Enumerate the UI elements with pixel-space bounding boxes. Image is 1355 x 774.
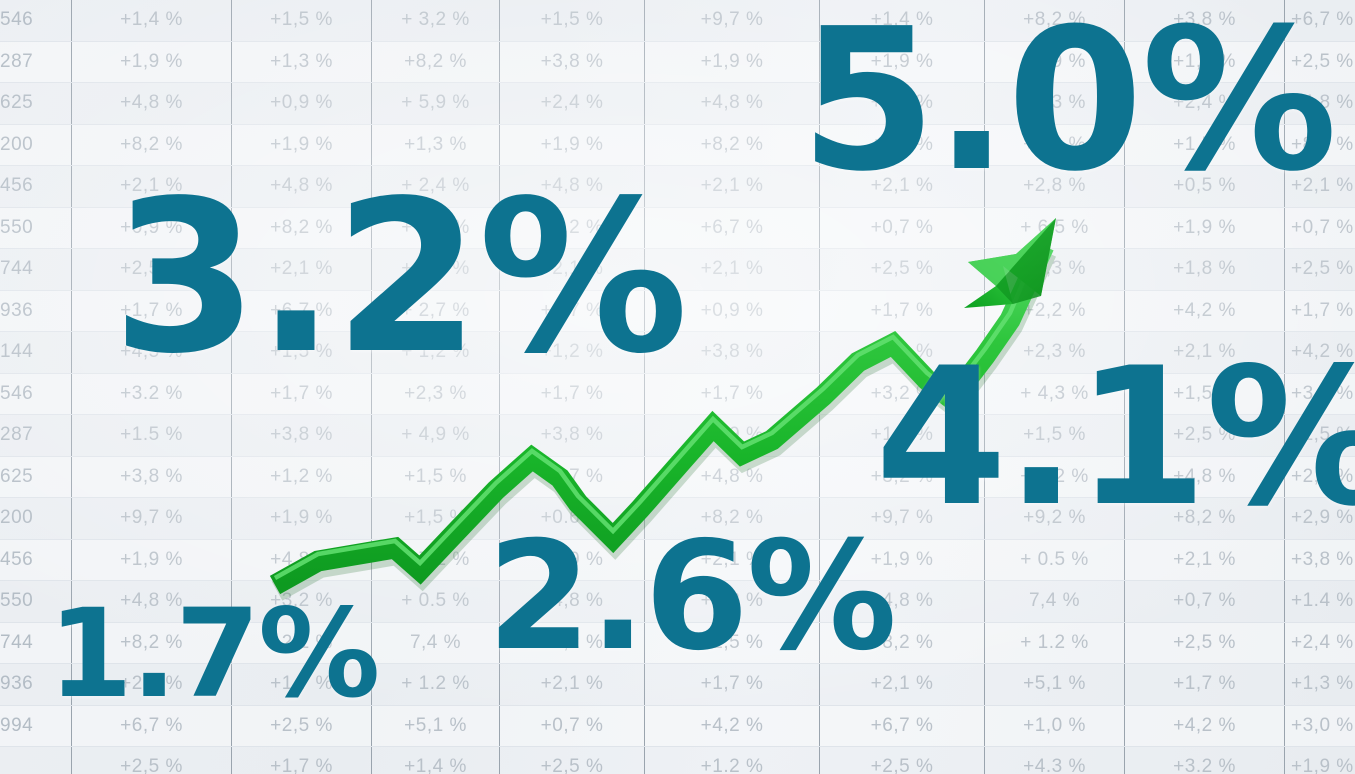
- table-cell-percent: +3,8 %: [232, 415, 372, 456]
- table-cell-percent: +4,8 %: [232, 539, 372, 580]
- table-cell-id: 456: [0, 539, 72, 580]
- table-cell-percent: +1,5 %: [372, 498, 500, 539]
- table-cell-percent: +9,7 %: [72, 498, 232, 539]
- table-cell-percent: + 5,9 %: [372, 83, 500, 124]
- table-cell-percent: +3,8 %: [72, 456, 232, 497]
- table-cell-percent: +1,7 %: [820, 290, 985, 331]
- table-cell-percent: +1,5 %: [372, 456, 500, 497]
- table-cell-percent: +1.5 %: [72, 415, 232, 456]
- table-cell-percent: + 3,2 %: [372, 0, 500, 41]
- table-cell-percent: +2,5 %: [500, 747, 645, 774]
- table-cell-id: 287: [0, 415, 72, 456]
- table-cell-percent: +9,7 %: [500, 456, 645, 497]
- table-cell-percent: +6,7 %: [820, 705, 985, 746]
- table-cell-percent: +4,8 %: [72, 83, 232, 124]
- table-cell-percent: +1.2 %: [645, 747, 820, 774]
- table-cell-percent: +2,4 %: [500, 83, 645, 124]
- table-cell-percent: +1,3 %: [232, 41, 372, 82]
- table-cell-percent: +2,5 %: [820, 249, 985, 290]
- table-cell-percent: 7,4 %: [985, 581, 1125, 622]
- table-cell-percent: +1,9 %: [72, 539, 232, 580]
- table-cell-id: [0, 747, 72, 774]
- table-cell-id: 546: [0, 0, 72, 41]
- table-cell-percent: +8,2 %: [372, 41, 500, 82]
- table-cell-percent: +1,7 %: [232, 747, 372, 774]
- table-cell-percent: + 0.5 %: [372, 581, 500, 622]
- table-cell-percent: +1,8 %: [1125, 249, 1285, 290]
- table-cell-percent: +0,7 %: [1125, 581, 1285, 622]
- callout-2-6-percent: 2.6%: [487, 510, 897, 684]
- table-cell-percent: +1,5 %: [500, 0, 645, 41]
- table-cell-percent: +1,3 %: [1291, 673, 1354, 695]
- table-cell-percent: +3,0 %: [1291, 714, 1354, 736]
- table-cell-percent: +1,7 %: [1291, 299, 1354, 321]
- table-cell-percent: +5,1 %: [985, 664, 1125, 705]
- table-cell-percent: +0,9 %: [232, 83, 372, 124]
- table-cell-percent: + 4,9 %: [372, 415, 500, 456]
- table-cell-percent: +2,5 %: [72, 747, 232, 774]
- table-cell-percent: +4,2 %: [645, 705, 820, 746]
- table-cell-percent: +9,7 %: [645, 0, 820, 41]
- table-cell-percent: + 1.2 %: [372, 664, 500, 705]
- table-cell-percent: 7,4 %: [372, 622, 500, 663]
- table-cell-percent: +4,8 %: [645, 83, 820, 124]
- table-cell-percent: +3,8 %: [500, 415, 645, 456]
- table-cell-id: 456: [0, 166, 72, 207]
- table-cell-percent: +1,2 %: [232, 456, 372, 497]
- table-cell-percent: +1,9 %: [645, 41, 820, 82]
- table-cell-id: 936: [0, 290, 72, 331]
- table-cell-id: 625: [0, 456, 72, 497]
- table-cell-id: 625: [0, 83, 72, 124]
- table-cell-percent: +3,8 %: [500, 41, 645, 82]
- table-cell-id: 744: [0, 249, 72, 290]
- table-cell-percent: +3.2 %: [1125, 747, 1285, 774]
- callout-3-2-percent: 3.2%: [112, 155, 688, 400]
- table-cell-id: 546: [0, 373, 72, 414]
- table-cell-percent: +1,4 %: [72, 0, 232, 41]
- callout-1-7-percent: 1.7%: [48, 583, 380, 725]
- table-cell-id: 287: [0, 41, 72, 82]
- table-cell-percent: +2,3 %: [985, 249, 1125, 290]
- table-cell-percent: +2,5 %: [1125, 622, 1285, 663]
- callout-5-0-percent: 5.0%: [800, 0, 1338, 215]
- table-cell-percent: +1,9 %: [1291, 756, 1354, 774]
- table-cell-percent: +1,9 %: [72, 41, 232, 82]
- table-cell-id: 550: [0, 207, 72, 248]
- table-cell-percent: +4.3 %: [985, 747, 1125, 774]
- table-cell-percent: +2,4 %: [1291, 631, 1354, 653]
- table-cell-percent: + 1.2 %: [985, 622, 1125, 663]
- table-cell-percent: +1,9 %: [645, 415, 820, 456]
- table-cell-percent: +1.4 %: [1291, 590, 1354, 612]
- table-cell-percent: +5,1 %: [372, 705, 500, 746]
- table-cell-percent: +2,5 %: [1291, 258, 1354, 280]
- table-cell-percent: +2,5 %: [820, 747, 985, 774]
- table-cell-id: 200: [0, 124, 72, 165]
- callout-4-1-percent: 4.1%: [875, 327, 1355, 548]
- table-cell-percent: +1,9 %: [232, 498, 372, 539]
- table-cell-percent: +2,2 %: [985, 290, 1125, 331]
- table-cell-id: 144: [0, 332, 72, 373]
- table-cell-id: 200: [0, 498, 72, 539]
- table-cell-percent: +1,5 %: [232, 0, 372, 41]
- table-row: +2,5 % +1,7 % +1,4 % +2,5 % +1.2 % +2,5 % +4.3…: [0, 747, 1355, 774]
- table-cell-percent: + 7,2 %: [372, 539, 500, 580]
- table-cell-percent: +1,4 %: [372, 747, 500, 774]
- table-cell-percent: +1,0 %: [985, 705, 1125, 746]
- table-cell-percent: +0,7 %: [500, 705, 645, 746]
- table-cell-percent: +4,2 %: [1125, 290, 1285, 331]
- table-cell-percent: +4,2 %: [1125, 705, 1285, 746]
- table-cell-percent: +4,8 %: [645, 456, 820, 497]
- table-cell-percent: +1,7 %: [1125, 664, 1285, 705]
